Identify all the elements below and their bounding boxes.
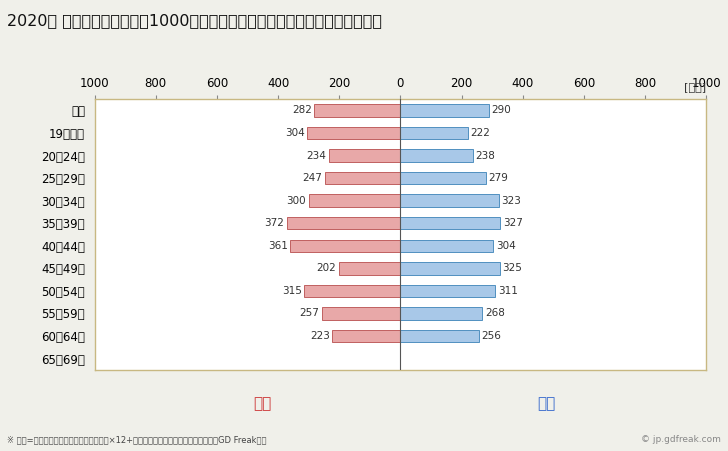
Bar xyxy=(339,262,400,275)
Bar xyxy=(307,127,400,139)
Bar xyxy=(309,194,400,207)
Text: 300: 300 xyxy=(287,196,306,206)
Bar xyxy=(400,127,468,139)
Text: 223: 223 xyxy=(310,331,330,341)
Text: 327: 327 xyxy=(503,218,523,228)
Text: 女性: 女性 xyxy=(253,396,272,411)
Bar xyxy=(287,217,400,230)
Bar xyxy=(400,149,473,162)
Bar xyxy=(400,104,489,117)
Text: 304: 304 xyxy=(285,128,305,138)
Bar xyxy=(304,285,400,297)
Text: 372: 372 xyxy=(264,218,284,228)
Text: 247: 247 xyxy=(303,173,323,183)
Text: 282: 282 xyxy=(292,106,312,115)
Text: 304: 304 xyxy=(496,241,515,251)
Text: [万円]: [万円] xyxy=(684,83,706,92)
Text: 222: 222 xyxy=(471,128,491,138)
Text: 238: 238 xyxy=(475,151,496,161)
Bar xyxy=(322,307,400,320)
Text: ※ 年収=「きまって支給する現金給与額」×12+「年間賞与その他特別給与額」としてGD Freak推計: ※ 年収=「きまって支給する現金給与額」×12+「年間賞与その他特別給与額」とし… xyxy=(7,435,266,444)
Text: 男性: 男性 xyxy=(537,396,555,411)
Text: 2020年 民間企業（従業者数1000人以上）フルタイム労働者の男女別平均年収: 2020年 民間企業（従業者数1000人以上）フルタイム労働者の男女別平均年収 xyxy=(7,14,382,28)
Text: 202: 202 xyxy=(317,263,336,273)
Bar xyxy=(400,262,499,275)
Text: 290: 290 xyxy=(491,106,511,115)
Bar xyxy=(400,194,499,207)
Bar xyxy=(329,149,400,162)
Text: 323: 323 xyxy=(502,196,521,206)
Text: © jp.gdfreak.com: © jp.gdfreak.com xyxy=(641,435,721,444)
Text: 268: 268 xyxy=(485,308,505,318)
Bar xyxy=(400,330,479,342)
Text: 257: 257 xyxy=(299,308,320,318)
Bar xyxy=(325,172,400,184)
Text: 325: 325 xyxy=(502,263,522,273)
Text: 279: 279 xyxy=(488,173,508,183)
Bar xyxy=(332,330,400,342)
Text: 256: 256 xyxy=(481,331,501,341)
Text: 311: 311 xyxy=(498,286,518,296)
Bar xyxy=(400,239,494,252)
Bar xyxy=(400,285,496,297)
Text: 315: 315 xyxy=(282,286,301,296)
Bar xyxy=(400,307,483,320)
Text: 234: 234 xyxy=(306,151,326,161)
Bar xyxy=(400,172,486,184)
Bar xyxy=(314,104,400,117)
Bar xyxy=(400,217,500,230)
Bar xyxy=(290,239,400,252)
Text: 361: 361 xyxy=(268,241,288,251)
